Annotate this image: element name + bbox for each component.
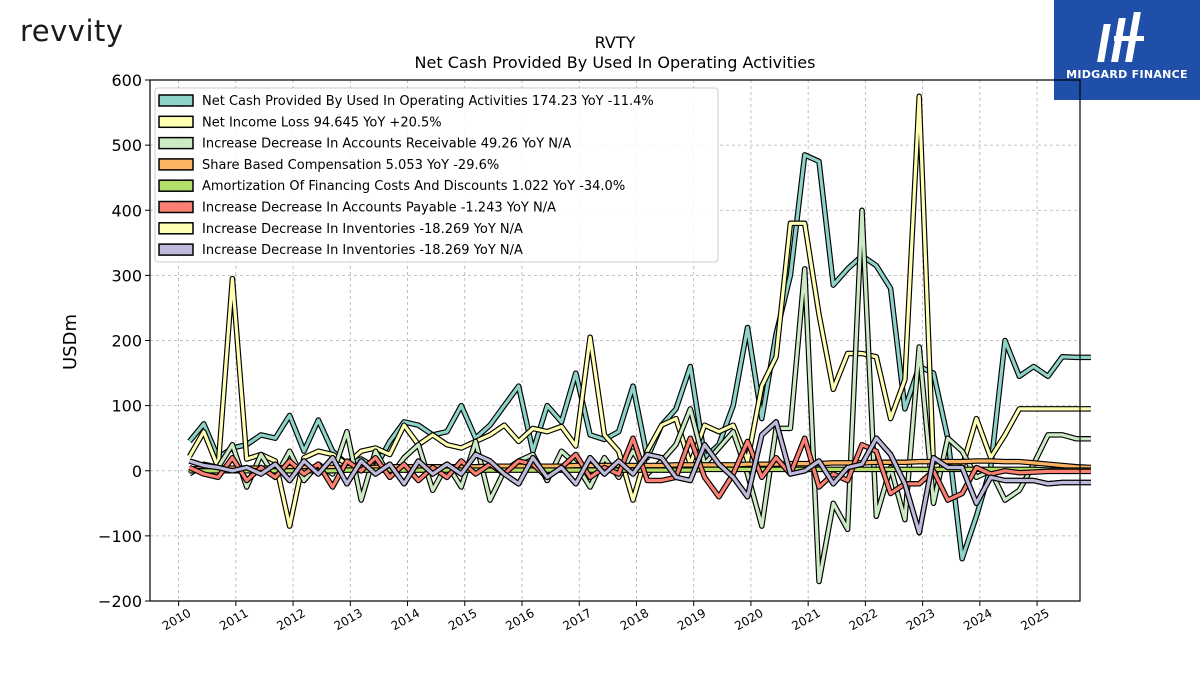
x-tick-label: 2021	[789, 606, 822, 633]
x-tick-label: 2011	[217, 606, 250, 633]
y-tick-label: 400	[111, 201, 142, 220]
y-tick-label: 200	[111, 332, 142, 351]
x-tick-label: 2014	[389, 606, 422, 633]
legend-label: Increase Decrease In Inventories -18.269…	[202, 222, 523, 237]
x-tick-label: 2020	[732, 606, 765, 633]
legend-swatch	[158, 158, 194, 171]
x-tick-label: 2016	[503, 606, 536, 633]
x-tick-label: 2023	[904, 606, 937, 633]
legend-label: Amortization Of Financing Costs And Disc…	[202, 179, 625, 194]
x-tick-label: 2013	[332, 606, 365, 633]
x-tick-label: 2012	[274, 606, 307, 633]
chart-title: RVTY	[595, 33, 636, 52]
legend-label: Net Income Loss 94.645 YoY +20.5%	[202, 115, 442, 130]
y-tick-label: −100	[98, 527, 142, 546]
y-tick-label: −200	[98, 592, 142, 611]
legend-swatch	[158, 222, 194, 235]
y-tick-label: 600	[111, 71, 142, 90]
y-tick-label: 100	[111, 397, 142, 416]
legend-label: Increase Decrease In Inventories -18.269…	[202, 243, 523, 258]
legend-swatch	[158, 200, 194, 214]
legend-swatch	[158, 115, 194, 129]
series-line-7	[189, 420, 1091, 535]
revvity-logo: revvity	[20, 14, 124, 48]
watermark-text: MIDGARD FINANCE	[1066, 68, 1188, 81]
legend-swatch	[158, 94, 194, 107]
legend-swatch	[158, 136, 194, 150]
legend-label: Increase Decrease In Accounts Receivable…	[202, 137, 571, 152]
legend-label: Net Cash Provided By Used In Operating A…	[202, 94, 654, 109]
x-tick-label: 2024	[961, 606, 994, 633]
axis-layer: −200 −100 0 100 200 300 400 500 600 2010 2011 2012 2…	[98, 71, 1081, 633]
x-tick-label: 2010	[160, 606, 193, 633]
y-tick-label: 0	[132, 462, 142, 481]
midgard-logo-icon	[1097, 12, 1144, 62]
legend-box	[154, 87, 719, 263]
x-tick-label: 2015	[446, 606, 479, 633]
legend-swatch	[158, 243, 194, 256]
x-tick-label: 2017	[561, 606, 594, 633]
midgard-finance-watermark: MIDGARD FINANCE	[1054, 0, 1200, 100]
x-tick-label: 2022	[847, 606, 880, 633]
x-tick-label: 2025	[1018, 606, 1051, 633]
chart-subtitle: Net Cash Provided By Used In Operating A…	[415, 53, 816, 72]
y-axis-label: USDm	[60, 314, 81, 370]
x-tick-label: 2019	[675, 606, 708, 633]
legend-label: Increase Decrease In Accounts Payable -1…	[202, 201, 556, 216]
legend-label: Share Based Compensation 5.053 YoY -29.6…	[202, 158, 499, 173]
series-layer	[187, 93, 1092, 585]
legend-swatch	[158, 179, 194, 192]
y-tick-label: 500	[111, 136, 142, 155]
x-tick-label: 2018	[618, 606, 651, 633]
legend: Net Cash Provided By Used In Operating A…	[154, 87, 719, 263]
y-tick-label: 300	[111, 266, 142, 285]
